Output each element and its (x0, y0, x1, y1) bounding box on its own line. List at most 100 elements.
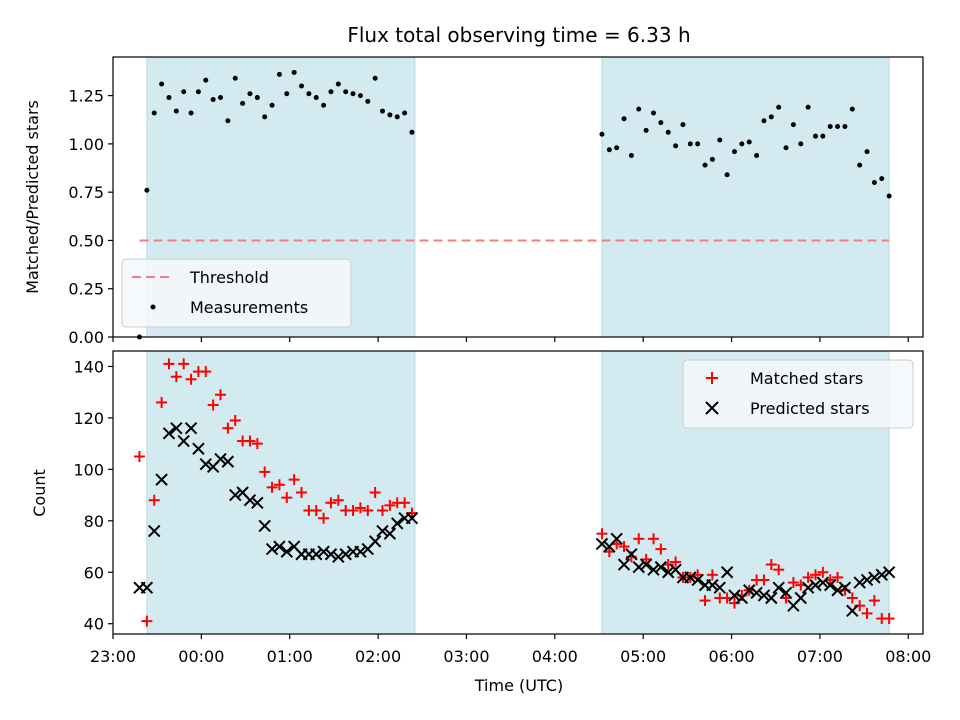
matched-star-point (846, 592, 858, 604)
predicted-star-mark (654, 560, 668, 574)
measurement-point (328, 89, 334, 95)
measurement-point (240, 100, 246, 106)
predicted-star-point (706, 578, 719, 592)
predicted-star-point (824, 578, 837, 592)
matched-star-point (854, 600, 866, 612)
measurement-point (731, 149, 737, 155)
predicted-star-point (639, 558, 653, 571)
matched-star-point (222, 422, 234, 434)
measurement-point (827, 124, 833, 130)
predicted-star-point (868, 571, 881, 584)
measurement-point (628, 152, 634, 158)
matched-star-point (868, 595, 880, 607)
matched-star-point (178, 358, 190, 370)
measurement-point (365, 98, 371, 104)
matched-star-point (809, 569, 821, 581)
measurement-point (262, 114, 268, 120)
y-tick-label: 60 (84, 563, 104, 582)
measurement-point (599, 131, 605, 137)
matched-star-point (200, 366, 212, 378)
matched-star-point (185, 373, 197, 385)
measurement-point (254, 95, 260, 101)
predicted-star-mark (251, 496, 264, 509)
matched-star-point (647, 533, 659, 545)
legend-threshold-label: Threshold (189, 268, 269, 287)
measurement-point (387, 112, 393, 118)
x-tick-label: 23:00 (90, 647, 136, 666)
measurement-point (299, 83, 305, 89)
measurement-point (857, 162, 863, 168)
measurement-point (746, 139, 752, 145)
measurement-point (724, 172, 730, 178)
predicted-star-mark (816, 576, 830, 589)
measurement-point (343, 89, 349, 95)
predicted-star-mark (772, 581, 785, 594)
measurement-point (188, 110, 194, 116)
matched-star-point (706, 569, 718, 581)
predicted-star-point (280, 545, 293, 558)
matched-star-point (134, 450, 146, 462)
predicted-star-mark (273, 540, 286, 553)
measurement-point (151, 110, 157, 116)
predicted-star-mark (280, 545, 293, 558)
predicted-star-mark (750, 586, 763, 600)
predicted-star-point (162, 427, 176, 440)
measurement-point (276, 71, 282, 77)
predicted-star-point (794, 591, 807, 605)
predicted-star-mark (831, 584, 844, 597)
predicted-star-mark (853, 576, 866, 589)
predicted-star-mark (625, 548, 638, 561)
measurement-point (380, 108, 386, 114)
x-tick-label: 06:00 (708, 647, 754, 666)
measurement-point (812, 133, 818, 139)
shaded-interval (601, 56, 890, 338)
predicted-star-mark (662, 566, 675, 579)
predicted-star-point (221, 455, 235, 468)
matched-star-point (244, 435, 256, 447)
predicted-star-point (324, 548, 338, 561)
predicted-star-mark (639, 558, 653, 571)
matched-star-point (288, 474, 300, 486)
predicted-star-mark (339, 548, 352, 561)
bottom-plot-frame (112, 350, 924, 635)
measurement-point (181, 89, 187, 95)
predicted-star-point (625, 548, 638, 561)
predicted-star-point (148, 524, 161, 538)
measurement-point (173, 108, 179, 114)
matched-star-point (780, 592, 792, 604)
measurement-point (306, 91, 312, 97)
predicted-star-mark (199, 457, 212, 471)
top-axis-ticks: 0.00 0.25 0.50 0.75 1.00 1.25 (68, 87, 909, 347)
x-tick-label: 00:00 (178, 647, 224, 666)
predicted-star-point (647, 563, 660, 576)
matched-star-point (758, 574, 770, 586)
predicted-star-point (405, 512, 419, 525)
measurement-point (218, 95, 224, 101)
predicted-star-point (846, 604, 859, 618)
top-plot-frame (112, 56, 924, 338)
predicted-star-point (339, 548, 352, 561)
predicted-star-mark (354, 545, 367, 558)
predicted-star-mark (221, 455, 235, 468)
matched-star-point (310, 505, 322, 517)
top-chart-title: Flux total observing time = 6.33 h (347, 23, 690, 47)
measurement-point (321, 102, 327, 108)
matched-star-point (765, 559, 777, 571)
measurement-point (709, 156, 715, 162)
predicted-star-point (140, 581, 154, 594)
measurement-point (754, 152, 760, 158)
predicted-star-point (713, 581, 726, 594)
predicted-star-point (750, 586, 763, 600)
predicted-star-point (258, 519, 271, 533)
top-legend-box (121, 258, 352, 328)
matched-star-point (633, 533, 645, 545)
matched-star-point (787, 577, 799, 589)
predicted-star-point (214, 452, 227, 466)
predicted-star-point (779, 586, 793, 600)
measurement-point (402, 110, 408, 116)
x-tick-label: 07:00 (797, 647, 843, 666)
predicted-star-point (831, 584, 844, 597)
predicted-star-mark (595, 537, 609, 551)
matched-star-point (207, 399, 219, 411)
predicted-star-mark (383, 527, 397, 540)
